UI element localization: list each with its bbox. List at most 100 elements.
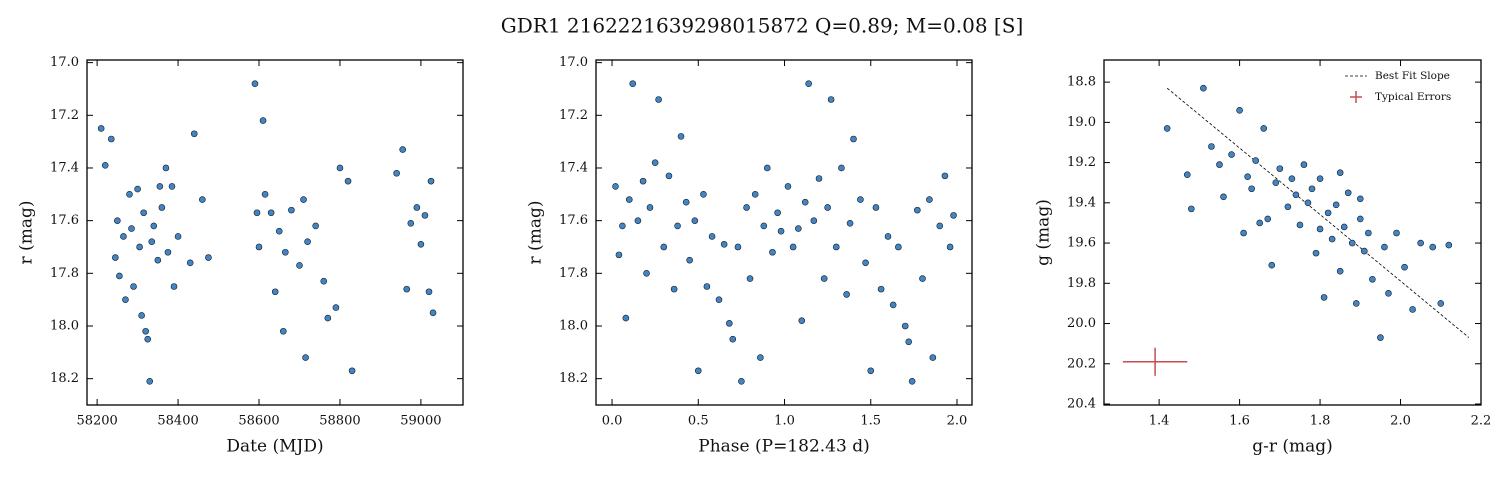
- point: [625, 196, 633, 203]
- point: [320, 277, 328, 285]
- legend-label: Best Fit Slope: [1375, 70, 1450, 82]
- point: [259, 117, 267, 124]
- point: [1393, 229, 1400, 237]
- point: [1216, 161, 1223, 168]
- point: [946, 243, 954, 251]
- point: [850, 135, 857, 143]
- point: [941, 172, 949, 180]
- point: [186, 259, 194, 267]
- point: [908, 377, 916, 385]
- point: [734, 243, 742, 251]
- point: [275, 227, 283, 235]
- point: [300, 196, 307, 203]
- point: [1356, 215, 1364, 223]
- point: [715, 296, 723, 303]
- x-tick-label: 1.0: [774, 414, 795, 429]
- point: [651, 159, 659, 167]
- point: [170, 283, 178, 290]
- point: [798, 317, 806, 325]
- x-tick-label: 2.2: [1471, 414, 1492, 429]
- y-tick-label: 17.6: [50, 213, 79, 228]
- point: [348, 367, 356, 375]
- x-tick-label: 58400: [157, 414, 198, 429]
- point: [136, 243, 143, 251]
- y-tick-label: 18.0: [50, 318, 79, 333]
- point: [1228, 151, 1235, 158]
- y-tick-label: 18.8: [1067, 75, 1096, 90]
- point: [1260, 125, 1268, 132]
- y-axis-label: g (mag): [1034, 199, 1054, 266]
- point: [1437, 300, 1445, 307]
- point: [622, 314, 630, 322]
- fit-line: [1166, 87, 1470, 338]
- point: [777, 227, 785, 235]
- point: [1365, 229, 1372, 237]
- point: [1188, 205, 1195, 213]
- x-tick-label: 58800: [319, 414, 360, 429]
- point: [795, 225, 802, 232]
- point: [646, 204, 654, 211]
- point: [738, 377, 745, 385]
- point: [142, 327, 149, 335]
- point: [302, 354, 309, 361]
- point: [634, 217, 642, 224]
- point: [112, 254, 119, 261]
- point: [1356, 195, 1364, 203]
- point: [150, 222, 158, 230]
- point: [1312, 249, 1320, 257]
- point: [336, 164, 344, 172]
- point: [164, 248, 172, 256]
- point: [936, 222, 944, 230]
- y-tick-label: 17.8: [50, 266, 79, 281]
- y-tick-label: 17.0: [50, 55, 79, 70]
- point: [304, 238, 311, 246]
- point: [267, 209, 275, 217]
- x-tick-label: 0.0: [602, 414, 623, 429]
- y-tick-label: 20.0: [1067, 316, 1096, 331]
- point: [130, 283, 137, 290]
- point: [700, 191, 707, 198]
- y-tick-label: 20.2: [1067, 356, 1096, 371]
- point: [929, 354, 937, 361]
- point: [1401, 263, 1408, 271]
- y-tick-label: 19.4: [1067, 195, 1096, 210]
- point: [393, 169, 400, 177]
- point: [116, 272, 123, 280]
- point: [1268, 261, 1276, 269]
- point: [1200, 84, 1207, 92]
- point: [261, 191, 269, 198]
- point: [1220, 193, 1227, 201]
- point: [686, 256, 693, 264]
- point: [760, 222, 768, 230]
- point: [643, 270, 650, 277]
- x-tick-label: 58200: [76, 414, 117, 429]
- point: [743, 204, 750, 211]
- point: [677, 133, 685, 140]
- point: [344, 177, 352, 185]
- point: [282, 248, 289, 256]
- point: [140, 209, 147, 217]
- point: [154, 256, 162, 264]
- point: [101, 162, 109, 169]
- point: [1183, 171, 1191, 178]
- point: [784, 183, 792, 190]
- point: [97, 125, 105, 132]
- point: [279, 327, 287, 335]
- point: [1381, 243, 1388, 251]
- point: [1369, 275, 1376, 283]
- y-tick-label: 17.8: [559, 266, 588, 281]
- x-tick-label: 2.0: [1390, 414, 1411, 429]
- point: [889, 301, 897, 309]
- point: [148, 238, 156, 246]
- point: [1292, 191, 1300, 199]
- point: [421, 212, 429, 219]
- point: [639, 177, 647, 185]
- point: [895, 243, 902, 251]
- y-axis-label: r (mag): [526, 201, 546, 265]
- point: [1385, 290, 1392, 297]
- point: [288, 206, 295, 214]
- point: [655, 96, 662, 103]
- point: [1244, 173, 1251, 180]
- point: [1336, 267, 1344, 275]
